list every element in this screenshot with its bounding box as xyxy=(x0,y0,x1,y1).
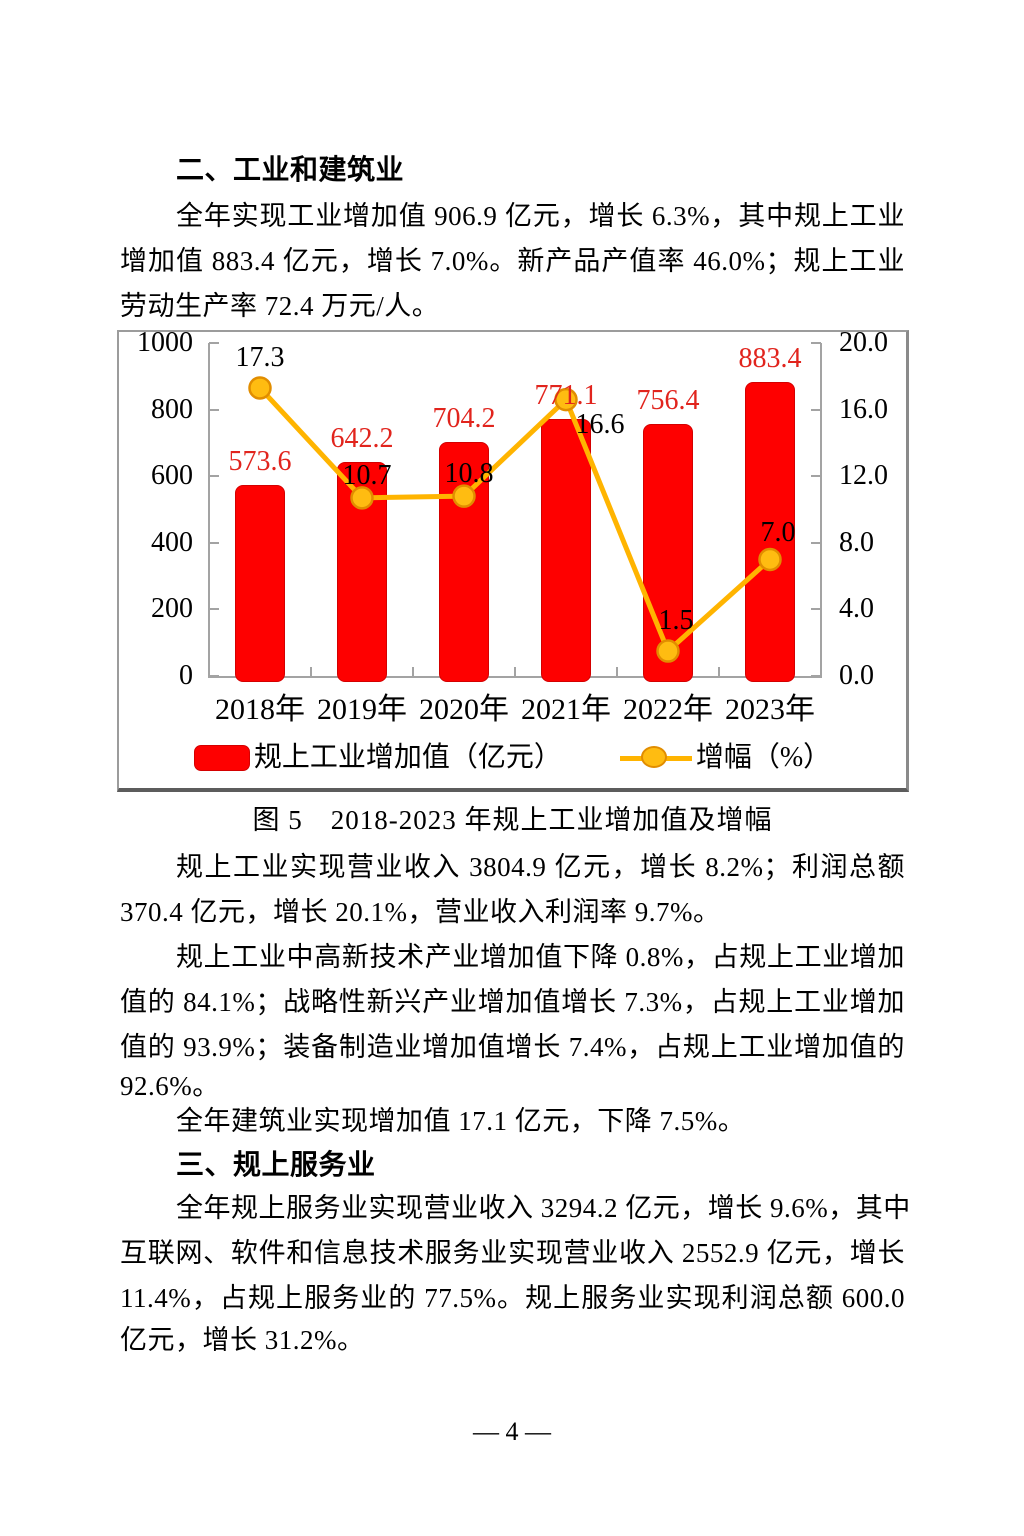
line-value-label: 10.8 xyxy=(444,458,494,490)
chart-plot-area: 0 200 400 600 800 1000 0.0 4.0 8.0 12.0 16.0 20.0 57… xyxy=(119,327,906,788)
bar-value-label: 642.2 xyxy=(330,423,394,455)
page-number: — 4 — xyxy=(473,1417,551,1446)
x-axis-category-label: 2022年 xyxy=(623,693,713,726)
bar-value-label: 756.4 xyxy=(636,385,700,417)
line-value-label: 10.7 xyxy=(342,459,392,491)
y-axis-right-label: 12.0 xyxy=(839,460,888,492)
y-axis-right-tick xyxy=(811,342,821,344)
y-axis-left-label: 1000 xyxy=(137,327,193,358)
body-line: 11.4%，占规上服务业的 77.5%。规上服务业实现利润总额 600.0 xyxy=(120,1283,905,1313)
y-axis-left-label: 800 xyxy=(151,393,193,425)
x-axis-tick xyxy=(718,667,720,676)
section-heading-services: 三、规上服务业 xyxy=(176,1149,376,1180)
x-axis-category-label: 2021年 xyxy=(521,693,611,726)
y-axis-left-tick xyxy=(209,541,219,544)
bar-value-label: 704.2 xyxy=(432,402,496,434)
body-line: 全年建筑业实现增加值 17.1 亿元，下降 7.5%。 xyxy=(176,1106,746,1136)
y-axis-left-label: 0 xyxy=(179,660,193,691)
body-line: 劳动生产率 72.4 万元/人。 xyxy=(120,291,440,321)
y-axis-right-label: 0.0 xyxy=(839,660,874,691)
y-axis-right-tick xyxy=(811,475,821,478)
section-heading-industry: 二、工业和建筑业 xyxy=(176,154,405,185)
x-axis-category-label: 2019年 xyxy=(317,693,407,726)
y-axis-left-label: 200 xyxy=(151,593,193,625)
line-series-marker-icon xyxy=(619,745,692,771)
body-line: 值的 84.1%；战略性新兴产业增加值增长 7.3%，占规上工业增加 xyxy=(120,987,905,1017)
y-axis-right-tick xyxy=(811,541,821,544)
chart-legend: 规上工业增加值（亿元） 增幅（%） xyxy=(119,736,906,780)
legend-item-line-series: 增幅（%） xyxy=(619,742,832,773)
y-axis-left-label: 400 xyxy=(151,526,193,558)
bar-2019年 xyxy=(337,462,387,682)
body-line: 规上工业中高新技术产业增加值下降 0.8%，占规上工业增加 xyxy=(176,942,905,972)
y-axis-left-tick xyxy=(209,675,219,677)
body-line: 370.4 亿元，增长 20.1%，营业收入利润率 9.7%。 xyxy=(120,897,721,927)
body-line: 92.6%。 xyxy=(120,1071,220,1101)
y-axis-right-label: 16.0 xyxy=(839,393,888,425)
body-line: 增加值 883.4 亿元，增长 7.0%。新产品产值率 46.0%；规上工业 xyxy=(120,246,905,276)
line-value-label: 17.3 xyxy=(235,341,285,373)
x-axis-category-label: 2018年 xyxy=(215,693,305,726)
bar-value-label: 573.6 xyxy=(228,445,292,477)
x-axis-tick xyxy=(310,667,312,676)
bar-value-label: 883.4 xyxy=(738,342,802,374)
y-axis-left-label: 600 xyxy=(151,460,193,492)
x-axis-tick xyxy=(514,667,516,676)
body-line: 值的 93.9%；装备制造业增加值增长 7.4%，占规上工业增加值的 xyxy=(120,1032,905,1062)
y-axis-left xyxy=(208,343,210,678)
bar-series-swatch-icon xyxy=(193,745,250,771)
x-axis xyxy=(208,676,822,678)
legend-item-bar-series: 规上工业增加值（亿元） xyxy=(193,742,562,773)
body-line: 亿元，增长 31.2%。 xyxy=(120,1325,365,1355)
legend-label: 增幅（%） xyxy=(695,742,832,773)
legend-label: 规上工业增加值（亿元） xyxy=(253,742,562,773)
body-line: 互联网、软件和信息技术服务业实现营业收入 2552.9 亿元，增长 xyxy=(120,1238,905,1268)
x-axis-category-label: 2020年 xyxy=(419,693,509,726)
x-axis-tick xyxy=(412,667,414,676)
y-axis-right xyxy=(820,343,822,678)
x-axis-tick xyxy=(616,667,618,676)
y-axis-right-label: 8.0 xyxy=(839,526,874,558)
y-axis-right-label: 20.0 xyxy=(839,327,888,358)
y-axis-left-tick xyxy=(209,408,219,411)
y-axis-right-tick xyxy=(811,608,821,611)
bar-value-label: 771.1 xyxy=(534,380,598,412)
y-axis-right-tick xyxy=(811,408,821,411)
y-axis-left-tick xyxy=(209,342,219,344)
figure-chart-industry-output: 0 200 400 600 800 1000 0.0 4.0 8.0 12.0 16.0 20.0 57… xyxy=(117,327,909,792)
bar-2022年 xyxy=(643,424,693,682)
line-value-label: 7.0 xyxy=(760,517,796,549)
bar-2021年 xyxy=(541,419,591,682)
line-value-label: 1.5 xyxy=(658,605,694,637)
bar-2018年 xyxy=(235,484,285,682)
body-line: 全年实现工业增加值 906.9 亿元，增长 6.3%，其中规上工业 xyxy=(176,201,905,231)
body-line: 规上工业实现营业收入 3804.9 亿元，增长 8.2%；利润总额 xyxy=(176,852,905,882)
y-axis-left-tick xyxy=(209,475,219,478)
y-axis-right-label: 4.0 xyxy=(839,593,874,625)
y-axis-left-tick xyxy=(209,608,219,611)
x-axis-category-label: 2023年 xyxy=(725,693,815,726)
figure-caption: 图 5 2018-2023 年规上工业增加值及增幅 xyxy=(252,805,773,835)
line-point-marker xyxy=(248,376,272,400)
y-axis-right-tick xyxy=(811,675,821,677)
line-value-label: 16.6 xyxy=(575,408,625,440)
body-line: 全年规上服务业实现营业收入 3294.2 亿元，增长 9.6%，其中 xyxy=(176,1193,911,1223)
